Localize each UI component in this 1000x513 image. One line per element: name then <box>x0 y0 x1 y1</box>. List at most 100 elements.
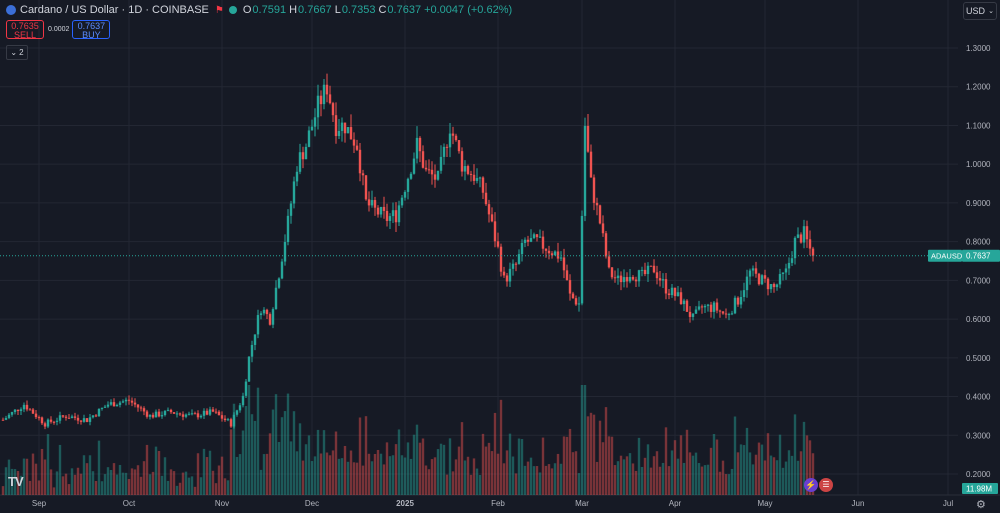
x-tick-label: Apr <box>669 499 682 508</box>
indicators-toggle[interactable]: ⌄ 2 <box>6 45 28 60</box>
candle-body <box>10 412 14 415</box>
volume-bar <box>211 470 215 495</box>
candle-body <box>490 214 494 222</box>
candle-body <box>496 241 500 247</box>
candle-body <box>25 404 29 410</box>
volume-bar <box>292 411 296 495</box>
candle-body <box>136 404 140 408</box>
candle-body <box>430 169 434 175</box>
volume-bar <box>124 472 128 495</box>
volume-bar <box>415 424 419 495</box>
candle-body <box>91 415 95 418</box>
candle-body <box>805 226 809 240</box>
volume-bar <box>703 465 707 495</box>
volume-bar <box>397 429 401 495</box>
volume-bar <box>121 472 125 495</box>
candle-body <box>526 239 530 242</box>
candle-body <box>355 145 359 150</box>
candle-body <box>388 216 392 221</box>
candle-body <box>811 248 815 256</box>
close-label: C <box>378 4 387 16</box>
open-value: 0.7591 <box>252 4 287 16</box>
open-label: O <box>242 4 252 16</box>
volume-bar <box>322 430 326 495</box>
volume-bar <box>604 407 608 495</box>
volume-bar <box>256 387 260 495</box>
candle-body <box>595 202 599 206</box>
candle-body <box>793 237 797 259</box>
volume-bar <box>808 440 812 495</box>
candle-body <box>211 409 215 412</box>
flag-icon[interactable]: ⚑ <box>214 4 224 16</box>
time-axis[interactable]: Sep Oct Nov Dec 2025 Feb Mar Apr May Jun Jul <box>32 499 953 508</box>
candle-body <box>385 210 389 221</box>
volume-bar <box>805 435 809 495</box>
volume-bar <box>379 453 383 495</box>
volume-bar <box>445 474 449 495</box>
tradingview-logo-icon[interactable]: TV <box>8 474 24 489</box>
symbol-tag-bg <box>928 249 962 262</box>
candle-body <box>463 166 467 172</box>
volume-bar <box>82 455 86 495</box>
candle-body <box>541 236 545 249</box>
candle-body <box>55 420 59 422</box>
candle-body <box>319 95 323 105</box>
volume-bar <box>367 453 371 495</box>
us-flag-event-icon[interactable]: ☰ <box>819 478 833 492</box>
volume-bar <box>196 453 200 495</box>
volume-bar <box>61 476 65 495</box>
currency-select[interactable]: USD ⌄ <box>963 2 997 20</box>
candle-body <box>82 418 86 422</box>
candle-body <box>160 415 164 417</box>
candle-body <box>694 309 698 314</box>
candle-body <box>661 279 665 281</box>
candle-body <box>787 262 791 269</box>
volume-bar <box>529 457 533 495</box>
sell-button[interactable]: 0.7635 SELL <box>6 20 44 40</box>
candle-body <box>628 276 632 282</box>
volume-bar <box>295 451 299 495</box>
symbol-title[interactable]: Cardano / US Dollar · 1D · COINBASE <box>20 4 209 16</box>
volume-bar <box>34 463 38 495</box>
volume-bar <box>427 469 431 495</box>
candle-body <box>499 246 503 272</box>
candle-body <box>577 303 581 305</box>
candle-body <box>754 268 758 274</box>
buy-button[interactable]: 0.7637 BUY <box>72 20 111 40</box>
volume-bar <box>364 416 368 495</box>
volume-bar <box>262 454 266 495</box>
volume-bar <box>589 412 593 495</box>
volume-bar <box>253 420 257 495</box>
volume-bar <box>265 453 269 495</box>
volume-bar <box>430 459 434 495</box>
candle-body <box>745 276 749 291</box>
volume-bar <box>154 446 158 495</box>
candle-body <box>280 261 284 279</box>
volume-bar <box>562 436 566 495</box>
high-label: H <box>289 4 298 16</box>
candle-body <box>265 309 269 315</box>
y-tick-label: 0.7000 <box>966 276 991 285</box>
volume-bar <box>592 414 596 495</box>
candle-body <box>631 276 635 280</box>
candle-body <box>562 257 566 271</box>
candle-body <box>799 234 803 243</box>
volume-bar <box>112 463 116 495</box>
volume-bar <box>733 416 737 495</box>
volume-bar <box>517 438 521 495</box>
volume-bar <box>475 468 479 495</box>
gear-icon[interactable]: ⚙ <box>976 499 986 511</box>
volume-bar <box>478 474 482 495</box>
volume-bar <box>460 422 464 495</box>
volume-bar <box>331 450 335 495</box>
volume-bar <box>133 469 137 495</box>
volume-bar <box>94 481 98 495</box>
candle-body <box>796 234 800 238</box>
price-axis[interactable]: 1.3000 1.2000 1.1000 1.0000 0.9000 0.8000 0.70… <box>966 44 991 479</box>
lightning-event-icon[interactable]: ⚡ <box>804 478 818 492</box>
candle-body <box>592 177 596 203</box>
candle-body <box>418 137 422 152</box>
candle-body <box>382 206 386 211</box>
volume-bar <box>493 412 497 495</box>
